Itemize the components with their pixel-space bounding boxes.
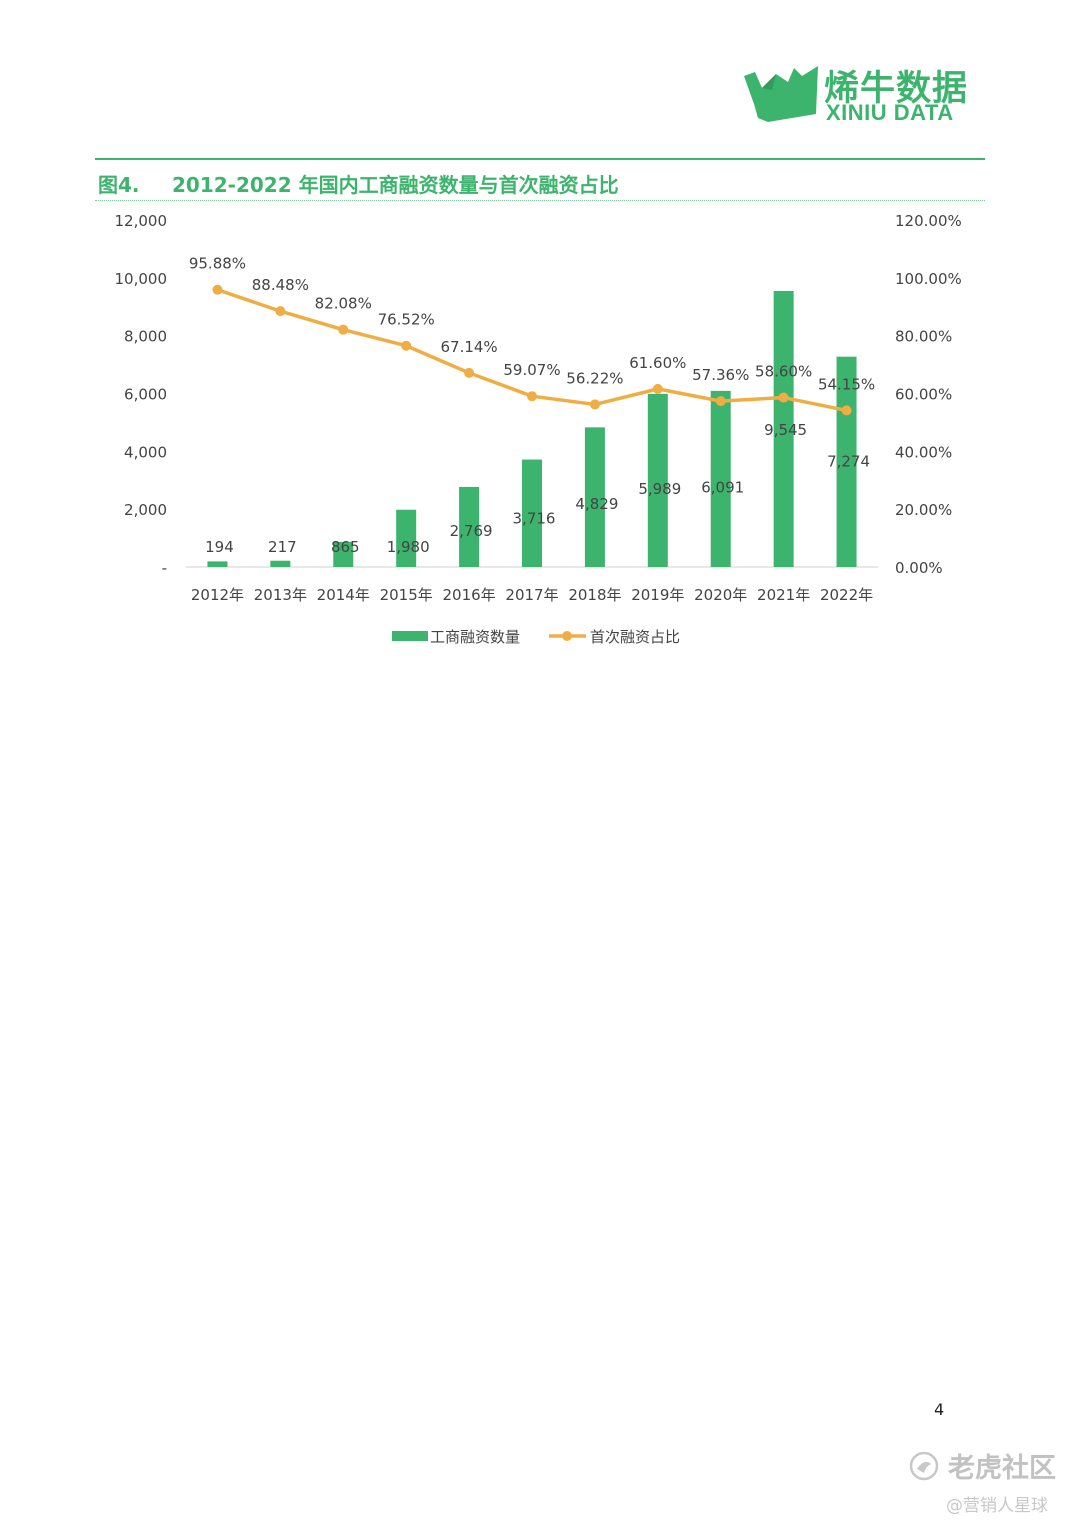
bar (270, 560, 291, 567)
x-tick-label: 2017年 (505, 586, 558, 604)
combo-chart: - 2,000 4,000 6,000 8,000 10,000 12,000 0.00% 20… (115, 212, 962, 646)
x-tick-label: 2019年 (631, 586, 684, 604)
legend-label-line: 首次融资占比 (590, 628, 680, 646)
line-point (589, 399, 600, 410)
line-point (401, 340, 412, 351)
line-point (338, 324, 349, 335)
brand-logo: 烯牛数据 XINIU DATA (742, 60, 982, 130)
figure-title-text: 2012-2022 年国内工商融资数量与首次融资占比 (172, 173, 619, 197)
bar (522, 459, 542, 567)
bar-value-label: 9,545 (764, 421, 807, 439)
line-value-label: 61.60% (629, 354, 686, 372)
bar (584, 427, 605, 567)
watermark-main-text: 老虎社区 (948, 1453, 1056, 1484)
bar-value-label: 6,091 (701, 479, 744, 497)
y-left-tick-label: 8,000 (124, 328, 167, 346)
x-tick-label: 2016年 (442, 586, 495, 604)
y-left-tick-label: - (162, 559, 167, 577)
line-point (652, 383, 663, 394)
bar (459, 486, 480, 567)
line-point (527, 391, 537, 402)
brand-name-en: XINIU DATA (826, 100, 954, 125)
line-point (212, 284, 223, 295)
y-left-tick-label: 12,000 (115, 212, 168, 230)
bar-value-label: 865 (331, 538, 360, 556)
x-tick-label: 2022年 (820, 586, 873, 604)
line-point (275, 306, 286, 317)
bar (773, 290, 794, 567)
rhino-logo-icon (744, 66, 818, 122)
line-value-label: 67.14% (440, 338, 497, 356)
x-tick-label: 2015年 (380, 586, 433, 604)
x-tick-label: 2020年 (694, 586, 747, 604)
figure-number: 图4. (98, 173, 140, 197)
bar-value-label: 4,829 (575, 495, 618, 513)
line-value-label: 59.07% (503, 361, 560, 379)
line-point (715, 396, 726, 407)
bar (207, 561, 228, 567)
bar-value-label: 217 (268, 538, 297, 556)
watermark-sub: @营销人星球 (946, 1496, 1048, 1516)
x-tick-label: 2014年 (317, 586, 370, 604)
y-right-tick-label: 20.00% (895, 501, 952, 519)
line-point (464, 367, 475, 378)
line-value-label: 76.52% (378, 311, 435, 329)
line-value-label: 58.60% (755, 363, 812, 381)
y-right-tick-label: 80.00% (895, 328, 952, 346)
bar-value-label: 3,716 (513, 510, 556, 528)
y-left-tick-label: 2,000 (124, 501, 167, 519)
watermark-main: 老虎社区 (908, 1446, 1068, 1486)
x-tick-label: 2013年 (254, 586, 307, 604)
y-right-tick-label: 60.00% (895, 386, 952, 404)
bar-value-label: 2,769 (450, 522, 493, 540)
y-left-tick-label: 6,000 (124, 386, 167, 404)
y-right-tick-label: 100.00% (895, 270, 962, 288)
line-value-label: 95.88% (189, 255, 246, 273)
legend-swatch-point (562, 631, 572, 641)
bar-value-label: 7,274 (827, 453, 870, 471)
bar (396, 509, 417, 567)
legend-label-bar: 工商融资数量 (430, 628, 520, 646)
line-point (841, 405, 852, 416)
y-left-tick-label: 4,000 (124, 443, 167, 461)
y-right-tick-label: 120.00% (895, 212, 962, 230)
figure-title: 图4. 2012-2022 年国内工商融资数量与首次融资占比 (98, 169, 619, 198)
brand-name-cn: 烯牛数据 (824, 69, 969, 109)
tiger-community-icon (909, 1451, 939, 1480)
line-value-label: 54.15% (818, 375, 875, 393)
x-tick-label: 2012年 (191, 586, 244, 604)
y-left-tick-label: 10,000 (115, 270, 168, 288)
y-right-tick-label: 40.00% (895, 443, 952, 461)
bar (333, 541, 354, 567)
bar-value-label: 194 (205, 538, 234, 556)
y-right-tick-label: 0.00% (895, 559, 943, 577)
bar-value-label: 5,989 (638, 480, 681, 498)
line-value-label: 57.36% (692, 366, 749, 384)
line-value-label: 82.08% (315, 295, 372, 313)
x-tick-label: 2021年 (757, 586, 810, 604)
x-tick-label: 2018年 (568, 586, 621, 604)
page-number: 4 (934, 1400, 945, 1419)
line-point (778, 392, 789, 403)
bar (710, 390, 731, 567)
title-bottom-rule (95, 200, 985, 201)
bar-value-label: 1,980 (387, 538, 430, 556)
line-value-label: 56.22% (566, 369, 623, 387)
line-value-label: 88.48% (252, 276, 309, 294)
legend-swatch-bar (392, 631, 428, 641)
bar (647, 393, 668, 567)
title-top-rule (95, 158, 985, 160)
